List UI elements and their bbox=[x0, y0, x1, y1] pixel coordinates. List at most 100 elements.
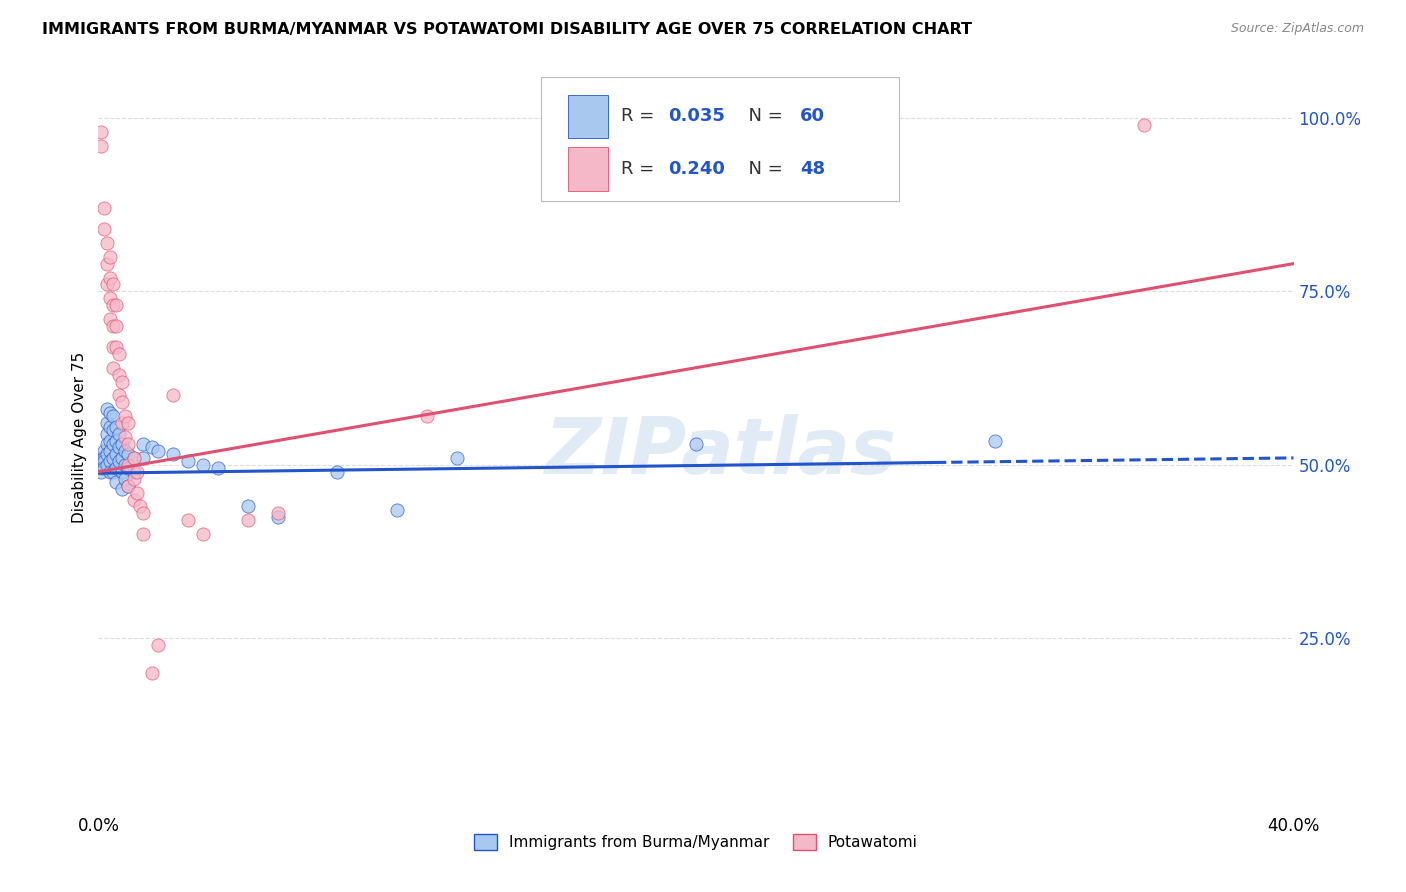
Point bbox=[93, 450, 115, 465]
Point bbox=[236, 513, 259, 527]
Point bbox=[124, 450, 146, 465]
Point bbox=[685, 437, 707, 451]
Point bbox=[114, 409, 136, 424]
Point bbox=[124, 450, 146, 465]
Point bbox=[98, 270, 122, 285]
Text: R =: R = bbox=[620, 107, 659, 126]
Point bbox=[267, 509, 290, 524]
Point bbox=[132, 527, 155, 541]
Point bbox=[96, 447, 118, 461]
Point bbox=[90, 450, 112, 465]
Text: 0.240: 0.240 bbox=[668, 160, 725, 178]
Point bbox=[90, 125, 112, 139]
Point bbox=[96, 426, 118, 441]
Point bbox=[98, 406, 122, 420]
Point bbox=[111, 465, 134, 479]
Point bbox=[96, 235, 118, 250]
Point bbox=[111, 450, 134, 465]
Point bbox=[191, 458, 214, 472]
Point bbox=[141, 441, 163, 455]
Point bbox=[108, 441, 131, 455]
Point bbox=[127, 465, 149, 479]
Point bbox=[105, 447, 128, 461]
Point bbox=[111, 437, 134, 451]
Point bbox=[148, 444, 170, 458]
Point bbox=[117, 458, 139, 472]
Point bbox=[105, 434, 128, 448]
Point bbox=[103, 277, 125, 292]
Point bbox=[103, 360, 125, 375]
Point bbox=[162, 388, 184, 402]
Point bbox=[124, 492, 146, 507]
Text: ZIPatlas: ZIPatlas bbox=[544, 414, 896, 490]
Point bbox=[108, 454, 131, 468]
Point bbox=[114, 430, 136, 444]
Point bbox=[117, 416, 139, 430]
Point bbox=[98, 434, 122, 448]
Point bbox=[93, 222, 115, 236]
Point bbox=[98, 444, 122, 458]
Point bbox=[90, 461, 112, 475]
Point bbox=[105, 419, 128, 434]
Point bbox=[93, 461, 115, 475]
Point bbox=[129, 500, 152, 514]
Point bbox=[105, 461, 128, 475]
Point bbox=[103, 437, 125, 451]
Point bbox=[416, 409, 439, 424]
Point bbox=[446, 450, 468, 465]
Y-axis label: Disability Age Over 75: Disability Age Over 75 bbox=[72, 351, 87, 523]
Point bbox=[108, 347, 131, 361]
Point bbox=[111, 416, 134, 430]
Point bbox=[96, 437, 118, 451]
Point bbox=[117, 478, 139, 492]
Point bbox=[117, 461, 139, 475]
Point bbox=[108, 426, 131, 441]
Point bbox=[98, 465, 122, 479]
Point bbox=[103, 423, 125, 437]
Point bbox=[385, 503, 409, 517]
Point bbox=[90, 458, 112, 472]
Text: Source: ZipAtlas.com: Source: ZipAtlas.com bbox=[1230, 22, 1364, 36]
Point bbox=[127, 485, 149, 500]
Point bbox=[132, 450, 155, 465]
Point bbox=[267, 507, 290, 521]
Point bbox=[117, 437, 139, 451]
Point bbox=[148, 638, 170, 652]
Text: IMMIGRANTS FROM BURMA/MYANMAR VS POTAWATOMI DISABILITY AGE OVER 75 CORRELATION C: IMMIGRANTS FROM BURMA/MYANMAR VS POTAWAT… bbox=[42, 22, 972, 37]
FancyBboxPatch shape bbox=[541, 78, 900, 201]
Point bbox=[177, 513, 200, 527]
Point bbox=[98, 291, 122, 305]
Point bbox=[96, 402, 118, 417]
Point bbox=[103, 409, 125, 424]
Point bbox=[1133, 118, 1156, 132]
Point bbox=[114, 472, 136, 486]
Point bbox=[96, 257, 118, 271]
Point bbox=[98, 454, 122, 468]
Point bbox=[114, 458, 136, 472]
Point bbox=[90, 465, 112, 479]
Point bbox=[93, 454, 115, 468]
Point bbox=[103, 450, 125, 465]
Point bbox=[236, 500, 259, 514]
Point bbox=[108, 368, 131, 382]
Point bbox=[124, 465, 146, 479]
Point bbox=[132, 507, 155, 521]
Point bbox=[124, 472, 146, 486]
Point bbox=[111, 375, 134, 389]
FancyBboxPatch shape bbox=[568, 147, 607, 191]
Point bbox=[98, 250, 122, 264]
Point bbox=[111, 482, 134, 496]
FancyBboxPatch shape bbox=[568, 95, 607, 138]
Point bbox=[191, 527, 214, 541]
Text: 48: 48 bbox=[800, 160, 825, 178]
Point bbox=[105, 475, 128, 490]
Point bbox=[984, 434, 1007, 448]
Point bbox=[103, 465, 125, 479]
Point bbox=[93, 444, 115, 458]
Point bbox=[103, 340, 125, 354]
Point bbox=[207, 461, 229, 475]
Point bbox=[132, 437, 155, 451]
Point bbox=[141, 665, 163, 680]
Text: 60: 60 bbox=[800, 107, 825, 126]
Point bbox=[103, 298, 125, 312]
